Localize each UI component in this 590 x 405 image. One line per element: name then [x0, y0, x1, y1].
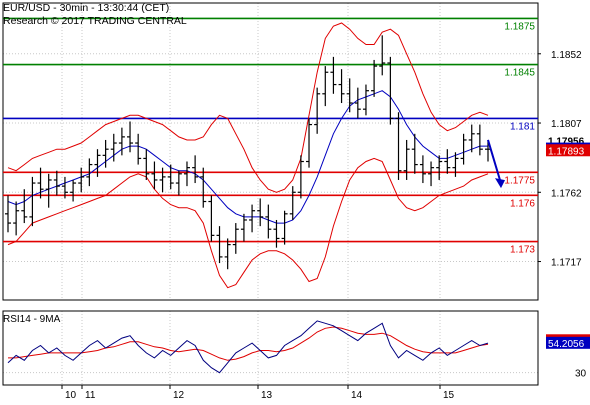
- candle: [70, 179, 77, 202]
- candle: [346, 78, 353, 113]
- candle: [61, 176, 68, 199]
- candle: [240, 213, 247, 242]
- price-badge-label: 1.17956: [548, 137, 585, 148]
- candle: [127, 121, 134, 153]
- candle: [118, 127, 125, 156]
- price-badge: 1.17893: [546, 144, 590, 157]
- x-tick-label: 13: [261, 390, 273, 400]
- candle: [86, 158, 93, 187]
- candle: [281, 210, 288, 245]
- rsi-badge: 54.2056: [546, 336, 590, 350]
- rsi-badge-label: 54.2056: [548, 339, 585, 350]
- rsi-y-tick-label: 30: [575, 369, 587, 380]
- candle: [452, 152, 459, 177]
- moving-average-line: [7, 90, 488, 224]
- y-tick-label: 1.1807: [551, 119, 582, 130]
- x-tick-label: 14: [351, 390, 363, 400]
- candle: [53, 170, 60, 196]
- candle: [175, 170, 182, 196]
- candle: [362, 84, 369, 116]
- candle: [297, 155, 304, 199]
- candle: [94, 149, 101, 177]
- chart-title: EUR/USD - 30min - 13:30:44 (CET): [3, 2, 169, 14]
- candle: [289, 186, 296, 220]
- candle: [379, 35, 386, 76]
- level-label: 1.1845: [504, 68, 535, 79]
- bollinger-lower-line: [7, 157, 489, 289]
- x-tick-label: 11: [85, 390, 96, 400]
- rsi-panel-frame: [2, 310, 539, 386]
- candle: [208, 195, 215, 242]
- candle: [444, 149, 451, 174]
- candle: [371, 59, 378, 97]
- candle: [21, 189, 28, 224]
- price-badge-box: [546, 144, 590, 157]
- candle: [183, 161, 190, 187]
- candle: [143, 149, 150, 180]
- candle: [419, 155, 426, 184]
- candle: [200, 167, 207, 208]
- rsi-line: [7, 320, 489, 374]
- forecast-arrow-shaft: [487, 139, 501, 181]
- level-label: 1.173: [510, 245, 535, 256]
- candle: [37, 167, 44, 199]
- candle: [232, 223, 239, 254]
- candle: [330, 56, 337, 94]
- candle: [395, 112, 402, 180]
- candle: [273, 219, 280, 248]
- forecast-arrow-head: [495, 178, 505, 189]
- price-panel-frame: [2, 2, 539, 301]
- candle: [257, 198, 264, 227]
- candle: [314, 87, 321, 134]
- candle: [224, 238, 231, 270]
- candle: [265, 204, 272, 239]
- price-badge-label: 1.17893: [548, 146, 585, 157]
- rsi-ma-line: [8, 326, 489, 361]
- y-tick-label: 1.1762: [551, 188, 582, 199]
- candle: [460, 133, 467, 165]
- candle: [159, 167, 166, 193]
- rsi-badge-box: [546, 336, 590, 349]
- candle: [78, 167, 85, 193]
- candle: [110, 133, 117, 162]
- y-tick-label: 1.1852: [551, 50, 582, 61]
- candle: [151, 161, 158, 190]
- candle: [249, 204, 256, 233]
- level-label: 1.181: [510, 121, 535, 132]
- x-tick-label: 15: [443, 390, 455, 400]
- candle: [135, 133, 142, 165]
- candle: [216, 226, 223, 264]
- candle: [403, 139, 410, 180]
- candle: [338, 69, 345, 104]
- candle: [436, 155, 443, 180]
- bollinger-upper-line: [7, 22, 489, 193]
- candle: [306, 118, 313, 168]
- candle: [29, 176, 36, 227]
- candle: [468, 124, 475, 153]
- candle: [476, 124, 483, 156]
- x-tick-label: 12: [173, 390, 185, 400]
- level-label: 1.176: [510, 198, 535, 209]
- x-tick-label: 10: [65, 390, 77, 400]
- candle: [13, 201, 20, 236]
- rsi-title: RSI14 - 9MA: [3, 314, 61, 325]
- candle: [45, 173, 52, 208]
- candle: [354, 87, 361, 119]
- level-label: 1.1775: [504, 175, 535, 186]
- candle: [387, 56, 394, 125]
- candle: [411, 133, 418, 174]
- y-tick-label: 1.1717: [551, 258, 582, 269]
- chart-subtitle: Research © 2017 TRADING CENTRAL: [3, 15, 187, 27]
- candle: [192, 155, 199, 184]
- level-label: 1.1875: [504, 21, 535, 32]
- candle: [167, 164, 174, 190]
- candle: [322, 66, 329, 107]
- candle: [5, 195, 11, 233]
- candle: [102, 139, 109, 168]
- candle: [428, 161, 435, 187]
